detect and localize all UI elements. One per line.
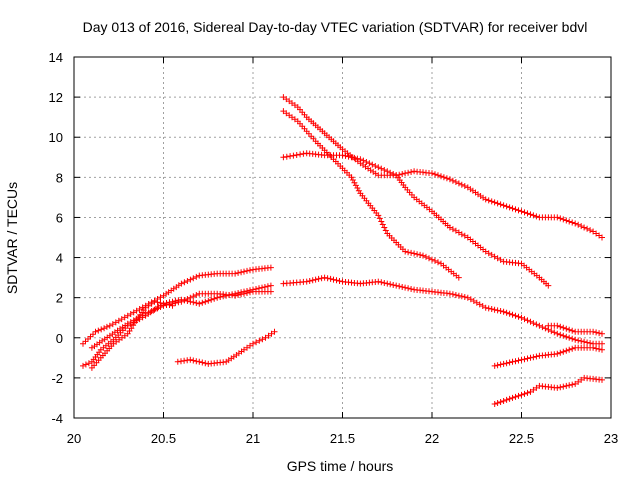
x-tick-label: 20.5 bbox=[151, 431, 176, 446]
series-arc-1 bbox=[80, 264, 274, 347]
x-tick-label: 22 bbox=[425, 431, 439, 446]
y-tick-label: 10 bbox=[49, 130, 63, 145]
y-tick-label: 12 bbox=[49, 90, 63, 105]
x-tick-label: 21 bbox=[246, 431, 260, 446]
y-axis-label: SDTVAR / TECUs bbox=[4, 182, 20, 294]
x-tick-label: 21.5 bbox=[330, 431, 355, 446]
series-arc-8 bbox=[280, 94, 605, 241]
y-tick-label: 8 bbox=[56, 170, 63, 185]
y-tick-label: 2 bbox=[56, 291, 63, 306]
tick-labels: 20 20.5 21 21.5 22 22.5 23 -4 -2 0 2 4 6 8 10 12 14 bbox=[49, 50, 619, 446]
series-arc-6 bbox=[280, 274, 605, 347]
y-tick-label: 4 bbox=[56, 251, 63, 266]
plot-frame bbox=[73, 56, 612, 419]
y-tick-label: 0 bbox=[56, 331, 63, 346]
x-tick-label: 20 bbox=[67, 431, 81, 446]
y-tick-label: 6 bbox=[56, 210, 63, 225]
series-arc-9 bbox=[280, 108, 462, 281]
y-tick-label: 14 bbox=[49, 50, 63, 65]
data-series bbox=[80, 94, 605, 407]
series-arc-10 bbox=[491, 344, 605, 369]
y-tick-label: -2 bbox=[51, 371, 63, 386]
series-arc-12 bbox=[491, 374, 605, 407]
gridlines bbox=[74, 57, 611, 418]
series-arc-7 bbox=[280, 150, 552, 289]
series-arc-5 bbox=[174, 328, 278, 367]
x-axis-label: GPS time / hours bbox=[287, 458, 394, 474]
x-tick-label: 22.5 bbox=[509, 431, 534, 446]
y-tick-label: -4 bbox=[51, 411, 63, 426]
series-arc-11 bbox=[545, 322, 605, 337]
series-arc-4 bbox=[88, 298, 176, 371]
chart-title: Day 013 of 2016, Sidereal Day-to-day VTE… bbox=[83, 19, 588, 35]
x-tick-label: 23 bbox=[604, 431, 618, 446]
